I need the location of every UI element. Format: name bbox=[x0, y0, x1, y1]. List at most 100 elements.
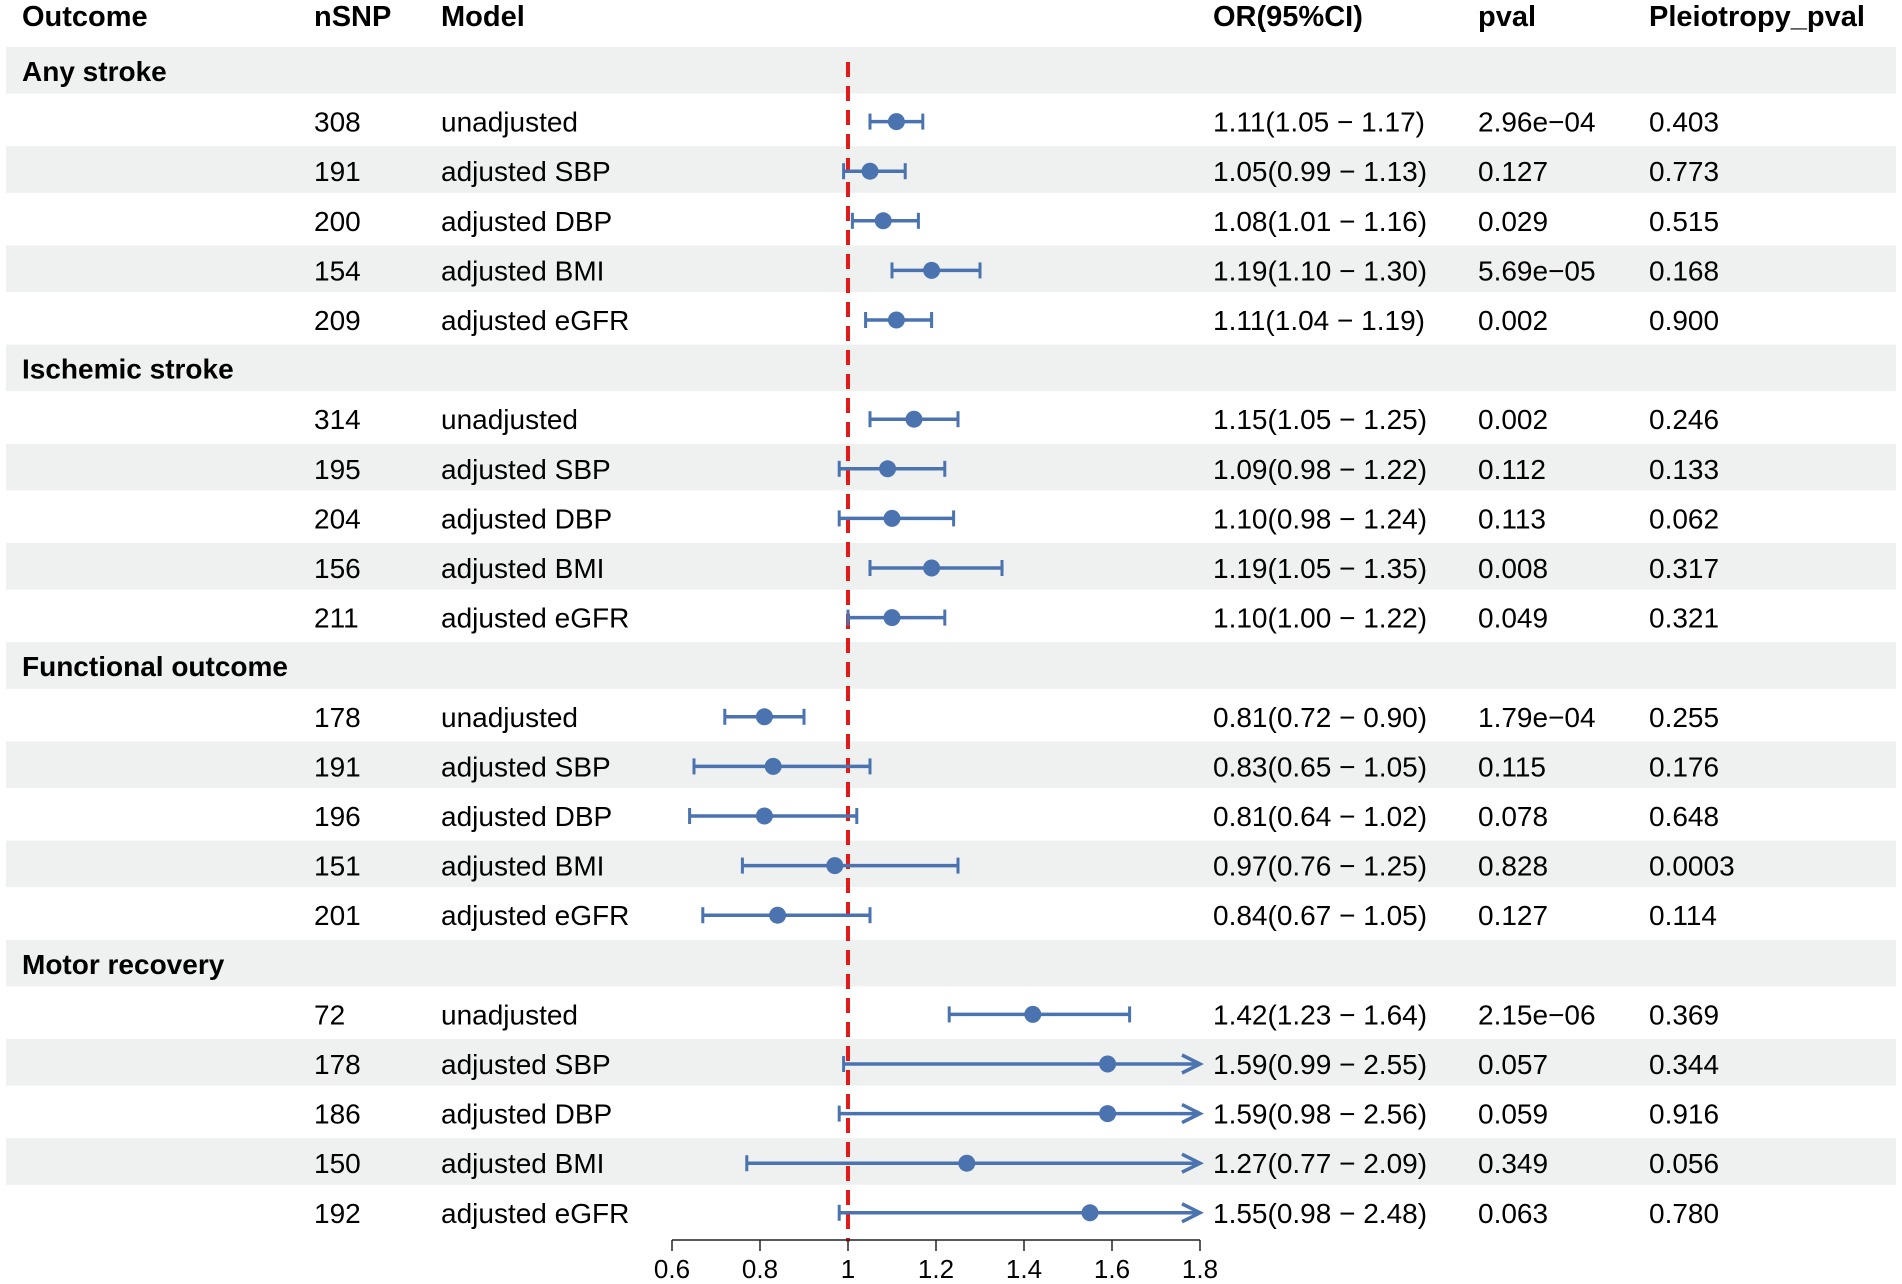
table-cells: Any stroke 308 unadjusted 1.11(1.05 − 1.17)… bbox=[22, 56, 1735, 1229]
cell-nsnp: 191 bbox=[314, 156, 361, 187]
cell-or-ci: 0.83(0.65 − 1.05) bbox=[1213, 751, 1427, 782]
cell-model: adjusted DBP bbox=[441, 206, 612, 237]
cell-model: unadjusted bbox=[441, 107, 578, 138]
cell-model: adjusted DBP bbox=[441, 801, 612, 832]
cell-pval: 0.078 bbox=[1478, 801, 1548, 832]
cell-pleiotropy: 0.114 bbox=[1649, 900, 1717, 931]
cell-pval: 2.96e−04 bbox=[1478, 107, 1596, 138]
cell-model: adjusted BMI bbox=[441, 553, 604, 584]
point-estimate bbox=[826, 857, 844, 875]
cell-model: adjusted BMI bbox=[441, 851, 604, 882]
point-estimate bbox=[1099, 1105, 1117, 1123]
cell-nsnp: 150 bbox=[314, 1148, 361, 1179]
ci-arrow-icon bbox=[1181, 1103, 1204, 1125]
row-band bbox=[6, 642, 1896, 689]
x-tick-label: 1.6 bbox=[1094, 1254, 1130, 1284]
cell-pval: 0.349 bbox=[1478, 1148, 1548, 1179]
header-pleiotropy: Pleiotropy_pval bbox=[1649, 1, 1865, 33]
x-tick-label: 1.2 bbox=[918, 1254, 954, 1284]
point-estimate bbox=[1081, 1204, 1099, 1222]
header-pval: pval bbox=[1478, 1, 1536, 33]
cell-pval: 0.008 bbox=[1478, 553, 1548, 584]
cell-nsnp: 191 bbox=[314, 751, 361, 782]
point-estimate bbox=[769, 906, 787, 924]
cell-nsnp: 211 bbox=[314, 603, 359, 634]
cell-pleiotropy: 0.255 bbox=[1649, 702, 1719, 733]
cell-model: adjusted SBP bbox=[441, 156, 611, 187]
point-estimate bbox=[923, 559, 941, 577]
cell-pval: 5.69e−05 bbox=[1478, 255, 1596, 286]
cell-pval: 0.115 bbox=[1478, 751, 1546, 782]
cell-pleiotropy: 0.062 bbox=[1649, 503, 1719, 534]
x-axis: 0.6 0.8 1 1.2 1.4 1.6 1.8 bbox=[654, 1239, 1218, 1284]
point-estimate bbox=[905, 410, 923, 428]
cell-nsnp: 72 bbox=[314, 999, 345, 1030]
cell-or-ci: 1.27(0.77 − 2.09) bbox=[1213, 1148, 1427, 1179]
cell-nsnp: 156 bbox=[314, 553, 361, 584]
cell-pleiotropy: 0.133 bbox=[1649, 454, 1719, 485]
cell-or-ci: 1.59(0.98 − 2.56) bbox=[1213, 1099, 1427, 1130]
point-estimate bbox=[887, 311, 905, 329]
cell-nsnp: 209 bbox=[314, 305, 361, 336]
cell-pval: 0.063 bbox=[1478, 1198, 1548, 1229]
cell-or-ci: 1.15(1.05 − 1.25) bbox=[1213, 404, 1427, 435]
cell-pleiotropy: 0.246 bbox=[1649, 404, 1719, 435]
point-estimate bbox=[1024, 1005, 1042, 1023]
cell-model: unadjusted bbox=[441, 999, 578, 1030]
point-estimate bbox=[883, 509, 901, 527]
x-tick-label: 1.8 bbox=[1182, 1254, 1218, 1284]
x-tick-label: 0.6 bbox=[654, 1254, 690, 1284]
point-estimate bbox=[861, 162, 879, 180]
cell-pval: 0.002 bbox=[1478, 305, 1548, 336]
cell-or-ci: 1.19(1.10 − 1.30) bbox=[1213, 255, 1427, 286]
cell-pval: 0.057 bbox=[1478, 1049, 1548, 1080]
header-model: Model bbox=[441, 1, 525, 33]
cell-or-ci: 0.84(0.67 − 1.05) bbox=[1213, 900, 1427, 931]
cell-pval: 1.79e−04 bbox=[1478, 702, 1596, 733]
point-estimate bbox=[883, 609, 901, 627]
cell-pval: 0.828 bbox=[1478, 851, 1548, 882]
table-header: Outcome nSNP Model OR(95%CI) pval Pleiot… bbox=[22, 1, 1865, 33]
x-tick-label: 1.4 bbox=[1006, 1254, 1042, 1284]
cell-model: adjusted DBP bbox=[441, 503, 612, 534]
cell-model: adjusted eGFR bbox=[441, 603, 629, 634]
cell-or-ci: 1.05(0.99 − 1.13) bbox=[1213, 156, 1427, 187]
cell-nsnp: 196 bbox=[314, 801, 361, 832]
cell-model: adjusted eGFR bbox=[441, 305, 629, 336]
point-estimate bbox=[958, 1154, 976, 1172]
point-estimate bbox=[1099, 1055, 1117, 1073]
cell-pleiotropy: 0.176 bbox=[1649, 751, 1719, 782]
cell-or-ci: 1.42(1.23 − 1.64) bbox=[1213, 999, 1427, 1030]
cell-model: adjusted SBP bbox=[441, 1049, 611, 1080]
cell-pleiotropy: 0.168 bbox=[1649, 255, 1719, 286]
cell-or-ci: 1.10(0.98 − 1.24) bbox=[1213, 503, 1427, 534]
x-tick-label: 0.8 bbox=[742, 1254, 778, 1284]
cell-nsnp: 151 bbox=[314, 851, 361, 882]
cell-pleiotropy: 0.900 bbox=[1649, 305, 1719, 336]
point-estimate bbox=[923, 261, 941, 279]
row-band bbox=[6, 344, 1896, 392]
cell-nsnp: 314 bbox=[314, 404, 361, 435]
cell-or-ci: 1.59(0.99 − 2.55) bbox=[1213, 1049, 1427, 1080]
cell-pleiotropy: 0.321 bbox=[1649, 603, 1719, 634]
ci-arrow-icon bbox=[1181, 1202, 1204, 1224]
cell-or-ci: 1.11(1.05 − 1.17) bbox=[1213, 107, 1425, 138]
cell-pleiotropy: 0.648 bbox=[1649, 801, 1719, 832]
cell-pleiotropy: 0.317 bbox=[1649, 553, 1719, 584]
group-label: Ischemic stroke bbox=[22, 354, 234, 385]
header-outcome: Outcome bbox=[22, 1, 148, 33]
cell-model: adjusted SBP bbox=[441, 751, 611, 782]
cell-nsnp: 195 bbox=[314, 454, 361, 485]
cell-or-ci: 0.81(0.72 − 0.90) bbox=[1213, 702, 1427, 733]
point-estimate bbox=[755, 807, 773, 825]
cell-nsnp: 201 bbox=[314, 900, 361, 931]
cell-pval: 0.002 bbox=[1478, 404, 1548, 435]
cell-pval: 0.029 bbox=[1478, 206, 1548, 237]
cell-or-ci: 1.55(0.98 − 2.48) bbox=[1213, 1198, 1427, 1229]
cell-pval: 0.059 bbox=[1478, 1099, 1548, 1130]
point-estimate bbox=[879, 460, 897, 478]
cell-pleiotropy: 0.344 bbox=[1649, 1049, 1719, 1080]
cell-or-ci: 0.97(0.76 − 1.25) bbox=[1213, 851, 1427, 882]
cell-model: unadjusted bbox=[441, 702, 578, 733]
group-label: Motor recovery bbox=[22, 949, 225, 980]
